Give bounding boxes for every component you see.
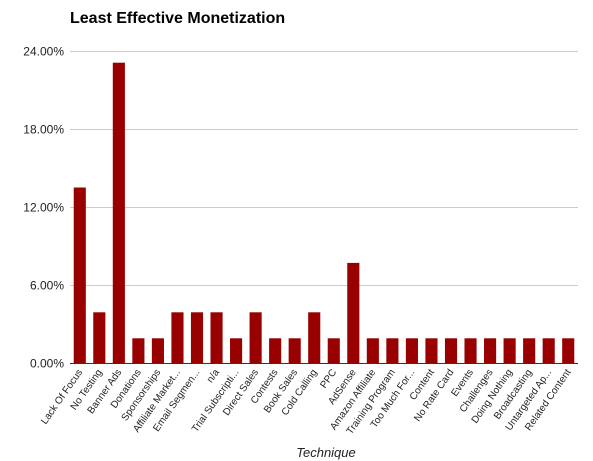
x-axis-title: Technique [296,445,356,460]
bar [73,187,86,363]
y-tick-label: 18.00% [23,123,64,137]
bar [190,312,204,363]
grid [70,51,578,364]
chart-title: Least Effective Monetization [70,10,286,27]
bar [503,338,516,363]
bar [347,262,360,363]
bar [230,338,243,363]
bar [210,312,223,363]
bar [93,312,106,363]
bar [308,312,321,363]
bar [327,338,340,363]
bar [288,338,301,363]
y-tick-label: 24.00% [23,45,64,59]
y-tick-label: 0.00% [30,357,64,371]
bar [132,338,145,363]
bar [112,62,125,363]
bar [542,338,555,363]
bar [405,338,418,363]
bar [464,338,477,363]
bar [444,338,458,363]
x-tick-label: n/a [205,367,222,385]
bar [523,338,536,363]
y-tick-label: 6.00% [30,279,64,293]
bar [386,338,399,363]
bar [366,338,379,363]
bar [171,312,184,363]
bar [484,338,497,363]
bar [562,338,575,363]
bar [151,338,164,363]
bar [425,338,438,363]
y-tick-label: 12.00% [23,201,64,215]
bar [269,338,282,363]
bars [73,62,575,363]
bar [249,312,262,363]
y-tick-labels: 0.00% 6.00% 12.00% 18.00% 24.00% [23,45,64,371]
